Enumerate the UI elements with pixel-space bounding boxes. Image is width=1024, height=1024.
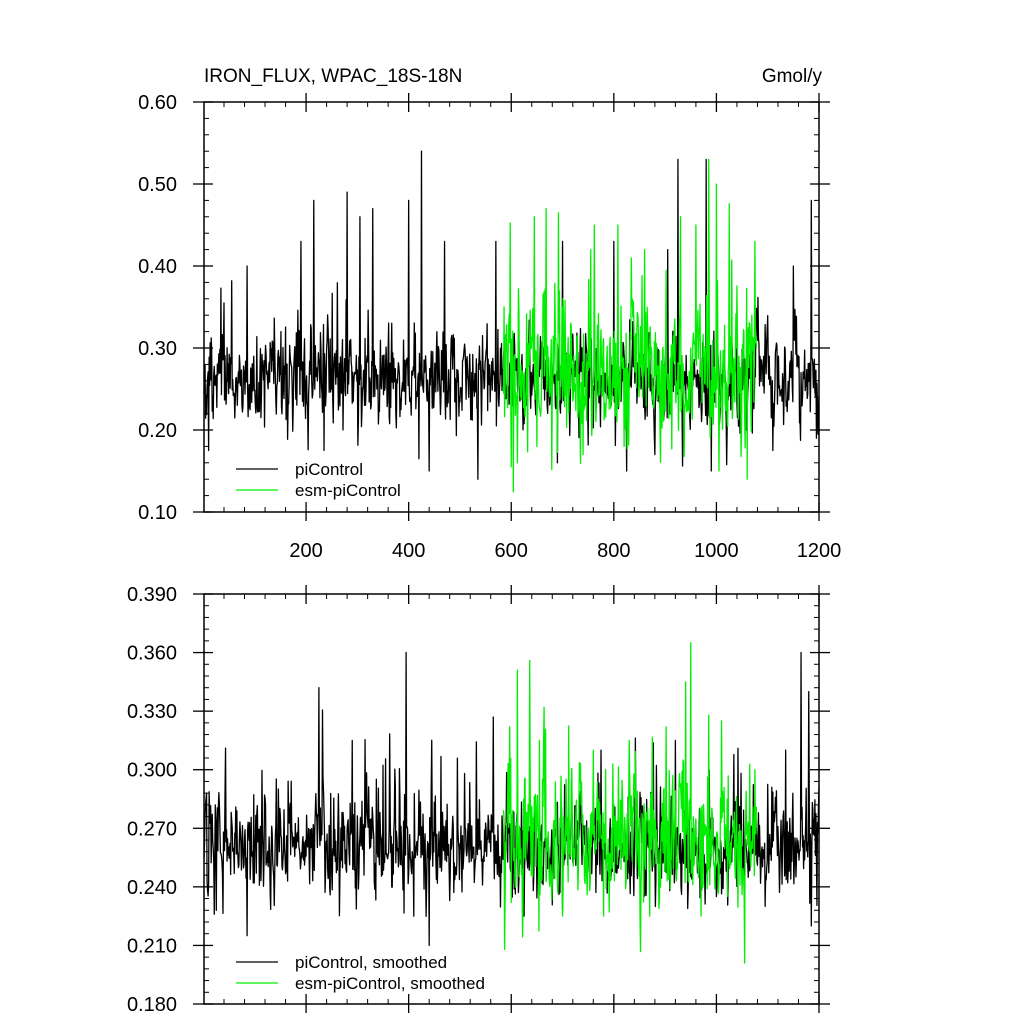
x-tick-label: 1200: [797, 540, 842, 562]
units-label: Gmol/y: [762, 66, 823, 87]
y-tick-label: 0.60: [138, 92, 177, 114]
bottom-panel: 0.180 0.210 0.240 0.270 0.300 0.330 0.360 0.390…: [127, 584, 830, 1016]
y-tick-label: 0.30: [138, 338, 177, 360]
y-tick-label: 0.210: [127, 935, 177, 957]
y-tick-label: 0.390: [127, 584, 177, 606]
x-tick-label: 800: [597, 540, 630, 562]
series-line-esm-picontrol: [502, 158, 758, 493]
y-tick-label: 0.20: [138, 420, 177, 442]
x-tick-label: 400: [392, 540, 425, 562]
y-tick-label: 0.270: [127, 818, 177, 840]
legend-label-esm-picontrol: esm-piControl: [295, 481, 401, 500]
legend-label-picontrol-smoothed: piControl, smoothed: [295, 953, 447, 972]
y-tick-label: 0.240: [127, 877, 177, 899]
x-tick-label: 200: [289, 540, 322, 562]
legend-label-esm-picontrol-smoothed: esm-piControl, smoothed: [295, 974, 485, 993]
y-tick-label: 0.300: [127, 760, 177, 782]
y-tick-label: 0.360: [127, 643, 177, 665]
y-tick-label: 0.330: [127, 701, 177, 723]
x-tick-label: 600: [495, 540, 528, 562]
chart-title: IRON_FLUX, WPAC_18S-18N: [204, 66, 462, 87]
legend-label-picontrol: piControl: [295, 460, 363, 479]
legend: piControl esm-piControl: [236, 460, 401, 500]
series-line-esm-picontrol-smoothed: [502, 642, 758, 964]
y-tick-label: 0.50: [138, 174, 177, 196]
y-tick-label: 0.10: [138, 502, 177, 524]
legend-smoothed: piControl, smoothed esm-piControl, smoot…: [236, 953, 485, 993]
y-tick-label: 0.180: [127, 994, 177, 1016]
x-tick-label: 1000: [694, 540, 739, 562]
top-panel: IRON_FLUX, WPAC_18S-18N Gmol/y 0.10 0.20 0…: [138, 66, 841, 562]
y-tick-label: 0.40: [138, 256, 177, 278]
